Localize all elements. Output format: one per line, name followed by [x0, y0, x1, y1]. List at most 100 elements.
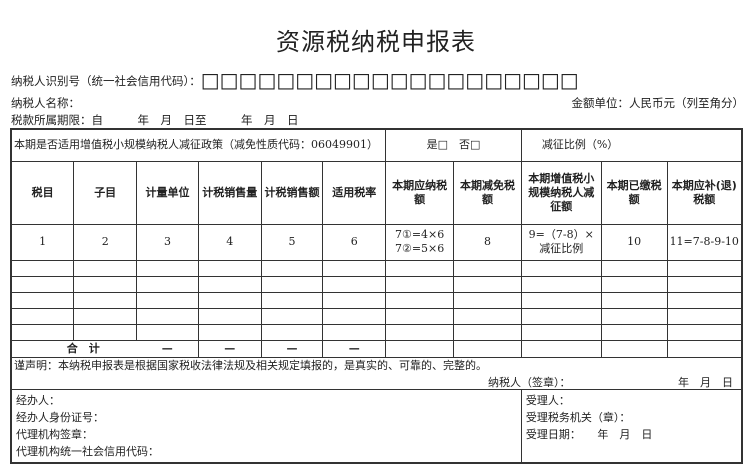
table-cell[interactable]: [73, 291, 138, 309]
table-cell[interactable]: [197, 259, 262, 277]
taxpayer-name-label: 纳税人名称：: [11, 96, 80, 110]
table-cell[interactable]: [197, 291, 262, 309]
table-cell[interactable]: [385, 323, 455, 341]
table-cell[interactable]: [10, 323, 75, 341]
declaration-text: 谨声明：本纳税申报表是根据国家税收法律法规及相关规定填报的，是真实的、可靠的、完…: [14, 358, 487, 372]
agency-seal-label: 代理机构签章：: [16, 427, 93, 441]
table-cell[interactable]: [385, 291, 455, 309]
table-cell[interactable]: [666, 323, 743, 341]
header-cell: 适用税率: [322, 160, 387, 225]
table-cell[interactable]: [260, 275, 324, 293]
table-cell[interactable]: [260, 291, 324, 309]
taxpayer-sign-date: 年 月 日: [678, 375, 733, 389]
table-cell[interactable]: [322, 259, 387, 277]
agent-label: 经办人：: [16, 393, 60, 407]
table-cell[interactable]: [10, 291, 75, 309]
header-cell: 本期应补(退)税额: [666, 160, 743, 225]
total-label: 合 计: [10, 339, 137, 358]
agent-id-label: 经办人身份证号：: [16, 410, 104, 424]
table-cell[interactable]: [453, 259, 522, 277]
table-cell[interactable]: [10, 275, 75, 293]
table-cell[interactable]: [10, 307, 75, 325]
table-cell[interactable]: [453, 307, 522, 325]
total-cell[interactable]: [666, 339, 743, 358]
column-number: 3: [136, 223, 199, 261]
policy-question: 本期是否适用增值税小规模纳税人减征政策（减免性质代码：06049901）: [10, 128, 387, 162]
total-dash: —: [136, 339, 199, 358]
table-cell[interactable]: [322, 307, 387, 325]
table-cell[interactable]: [520, 275, 602, 293]
table-cell[interactable]: [73, 307, 138, 325]
table-cell[interactable]: [136, 291, 199, 309]
total-cell[interactable]: [600, 339, 668, 358]
table-cell[interactable]: [136, 323, 199, 341]
table-cell[interactable]: [197, 323, 262, 341]
taxpayer-id-boxes[interactable]: □□□□□□□□□□□□□□□□□□□□: [200, 68, 579, 92]
column-number: 11=7-8-9-10: [666, 223, 743, 261]
table-cell[interactable]: [10, 259, 75, 277]
total-cell[interactable]: [520, 339, 602, 358]
header-cell: 本期已缴税额: [600, 160, 668, 225]
table-cell[interactable]: [520, 323, 602, 341]
agent-section: 经办人： 经办人身份证号： 代理机构签章： 代理机构统一社会信用代码：: [10, 388, 522, 463]
header-cell: 本期减免税额: [453, 160, 522, 225]
header-cell: 子目: [73, 160, 138, 225]
table-cell[interactable]: [73, 323, 138, 341]
table-cell[interactable]: [260, 323, 324, 341]
table-cell[interactable]: [322, 323, 387, 341]
table-cell[interactable]: [600, 323, 668, 341]
table-cell[interactable]: [666, 259, 743, 277]
table-row: [10, 259, 743, 277]
table-cell[interactable]: [197, 275, 262, 293]
policy-options[interactable]: 是□ 否□: [385, 128, 522, 162]
column-number: 2: [73, 223, 138, 261]
table-cell[interactable]: [600, 259, 668, 277]
table-cell[interactable]: [520, 259, 602, 277]
column-number: 6: [322, 223, 387, 261]
table-cell[interactable]: [520, 291, 602, 309]
total-cell[interactable]: [385, 339, 455, 358]
declaration-cell: 谨声明：本纳税申报表是根据国家税收法律法规及相关规定填报的，是真实的、可靠的、完…: [10, 356, 743, 390]
table-cell[interactable]: [600, 275, 668, 293]
table-cell[interactable]: [322, 291, 387, 309]
receive-date-label: 受理日期： 年 月 日: [525, 427, 653, 441]
column-number: 1: [10, 223, 75, 261]
table-row: [10, 307, 743, 325]
table-row: [10, 275, 743, 293]
table-cell[interactable]: [666, 307, 743, 325]
table-cell[interactable]: [666, 275, 743, 293]
table-cell[interactable]: [260, 259, 324, 277]
table-cell[interactable]: [600, 291, 668, 309]
table-cell[interactable]: [136, 307, 199, 325]
header-cell: 税目: [10, 160, 75, 225]
table-cell[interactable]: [520, 307, 602, 325]
table-cell[interactable]: [453, 291, 522, 309]
table-cell[interactable]: [197, 307, 262, 325]
total-cell[interactable]: [453, 339, 522, 358]
amount-unit: 金额单位：人民币元（列至角分）: [571, 96, 745, 110]
table-cell[interactable]: [385, 307, 455, 325]
table-cell[interactable]: [453, 275, 522, 293]
reduction-ratio-label: 减征比例（%）: [520, 128, 743, 162]
table-cell[interactable]: [322, 275, 387, 293]
table-cell[interactable]: [600, 307, 668, 325]
tax-period: 税款所属期限：自 年 月 日至 年 月 日: [11, 113, 299, 127]
header-cell: 本期增值税小规模纳税人减征额: [520, 160, 602, 225]
table-cell[interactable]: [73, 259, 138, 277]
table-cell[interactable]: [385, 259, 455, 277]
table-cell[interactable]: [385, 275, 455, 293]
table-cell[interactable]: [136, 275, 199, 293]
header-cell: 计量单位: [136, 160, 199, 225]
table-cell[interactable]: [453, 323, 522, 341]
table-cell[interactable]: [666, 291, 743, 309]
table-cell[interactable]: [260, 307, 324, 325]
column-number: 5: [260, 223, 324, 261]
receiver-section: 受理人： 受理税务机关（章）： 受理日期： 年 月 日: [520, 388, 743, 463]
receiver-label: 受理人：: [525, 393, 570, 407]
column-number: 8: [453, 223, 522, 261]
agency-code-label: 代理机构统一社会信用代码：: [16, 444, 159, 458]
table-cell[interactable]: [73, 275, 138, 293]
taxpayer-id-label: 纳税人识别号（统一社会信用代码）：: [11, 74, 201, 88]
table-cell[interactable]: [136, 259, 199, 277]
taxpayer-sign: 纳税人（签章）：: [488, 375, 571, 389]
